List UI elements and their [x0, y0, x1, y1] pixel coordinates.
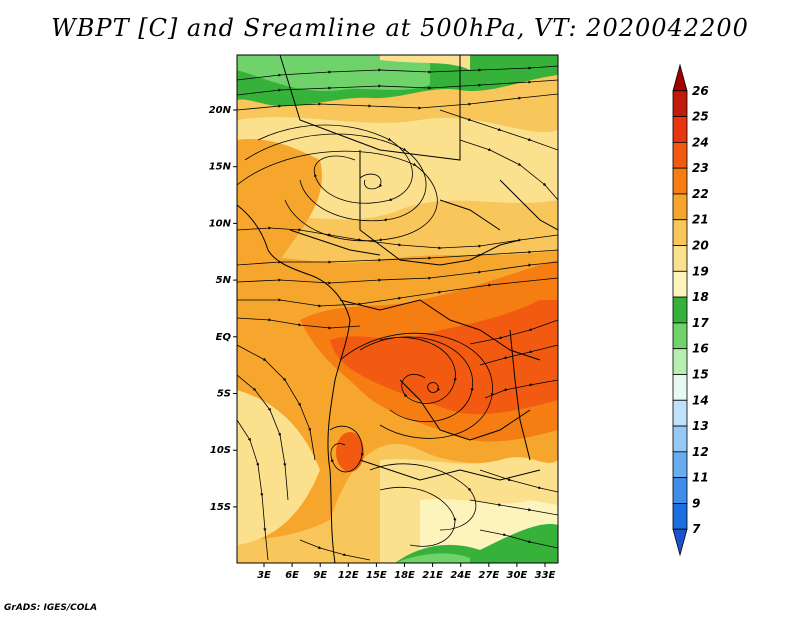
colorbar-label: 7	[692, 522, 701, 536]
grads-credit: GrADS: IGES/COLA	[4, 603, 98, 613]
colorbar-swatch	[672, 116, 688, 143]
colorbar-swatch	[672, 322, 688, 350]
lat-label: 10N	[209, 218, 232, 229]
colorbar-label: 13	[692, 419, 709, 433]
colorbar-swatch	[672, 141, 688, 169]
colorbar-label: 11	[692, 471, 709, 485]
colorbar-label: 20	[692, 239, 709, 253]
lat-label: 5S	[217, 389, 231, 400]
lon-label: 9E	[313, 570, 327, 581]
colorbar-swatch	[672, 374, 688, 401]
colorbar-swatch	[672, 63, 688, 92]
colorbar-swatch	[672, 245, 688, 272]
colorbar-label: 15	[692, 367, 709, 381]
colorbar-swatch	[672, 90, 688, 117]
lat-label: 10S	[210, 445, 231, 456]
lon-label: 33E	[535, 570, 556, 581]
colorbar-label: 9	[692, 496, 700, 510]
colorbar-label: 16	[692, 342, 709, 356]
lon-label: 30E	[507, 570, 528, 581]
lon-label: 15E	[366, 570, 387, 581]
lat-label: 15N	[209, 162, 232, 173]
lon-label: 27E	[478, 570, 499, 581]
colorbar-swatch	[672, 270, 688, 298]
colorbar-swatch	[672, 451, 688, 479]
colorbar-label: 24	[692, 135, 709, 149]
lon-label: 3E	[257, 570, 271, 581]
colorbar-swatch	[672, 425, 688, 453]
longitude-axis: 3E 6E 9E 12E 15E 18E 21E 24E 27E 30E 33E	[257, 563, 556, 581]
colorbar-label: 23	[692, 161, 709, 175]
lat-label: EQ	[216, 332, 232, 343]
latitude-axis: 20N 15N 10N 5N EQ 5S 10S 15S	[209, 105, 237, 513]
colorbar-swatch	[672, 193, 688, 221]
lon-label: 24E	[450, 570, 471, 581]
colorbar-swatch	[672, 167, 688, 195]
colorbar-label: 22	[692, 187, 709, 201]
colorbar-label: 18	[692, 290, 709, 304]
colorbar-swatch	[672, 399, 688, 427]
colorbar-label: 19	[692, 264, 709, 278]
colorbar-label: 12	[692, 445, 709, 459]
lon-label: 21E	[422, 570, 443, 581]
colorbar-swatch	[672, 503, 688, 530]
lon-label: 12E	[338, 570, 359, 581]
lat-label: 15S	[210, 502, 231, 513]
colorbar-label: 26	[692, 84, 709, 98]
chart-title: WBPT [C] and Sreamline at 500hPa, VT: 20…	[51, 14, 749, 42]
lon-label: 6E	[285, 570, 299, 581]
colorbar-swatch	[672, 296, 688, 324]
wbpt-shaded-field	[237, 55, 558, 563]
colorbar: 26 25 24 23 22 21 20 19 18 17 16 15 14 13 12 11 9 7	[672, 63, 709, 557]
colorbar-label: 14	[692, 393, 709, 407]
colorbar-swatch	[672, 348, 688, 375]
colorbar-swatch	[672, 219, 688, 246]
colorbar-label: 25	[692, 110, 709, 124]
lat-label: 20N	[209, 105, 232, 116]
colorbar-label: 21	[692, 213, 709, 227]
map-frame	[236, 54, 559, 564]
colorbar-label: 17	[692, 316, 709, 330]
colorbar-swatch	[672, 528, 688, 557]
colorbar-swatch	[672, 477, 688, 504]
lon-label: 18E	[394, 570, 415, 581]
lat-label: 5N	[216, 275, 232, 286]
